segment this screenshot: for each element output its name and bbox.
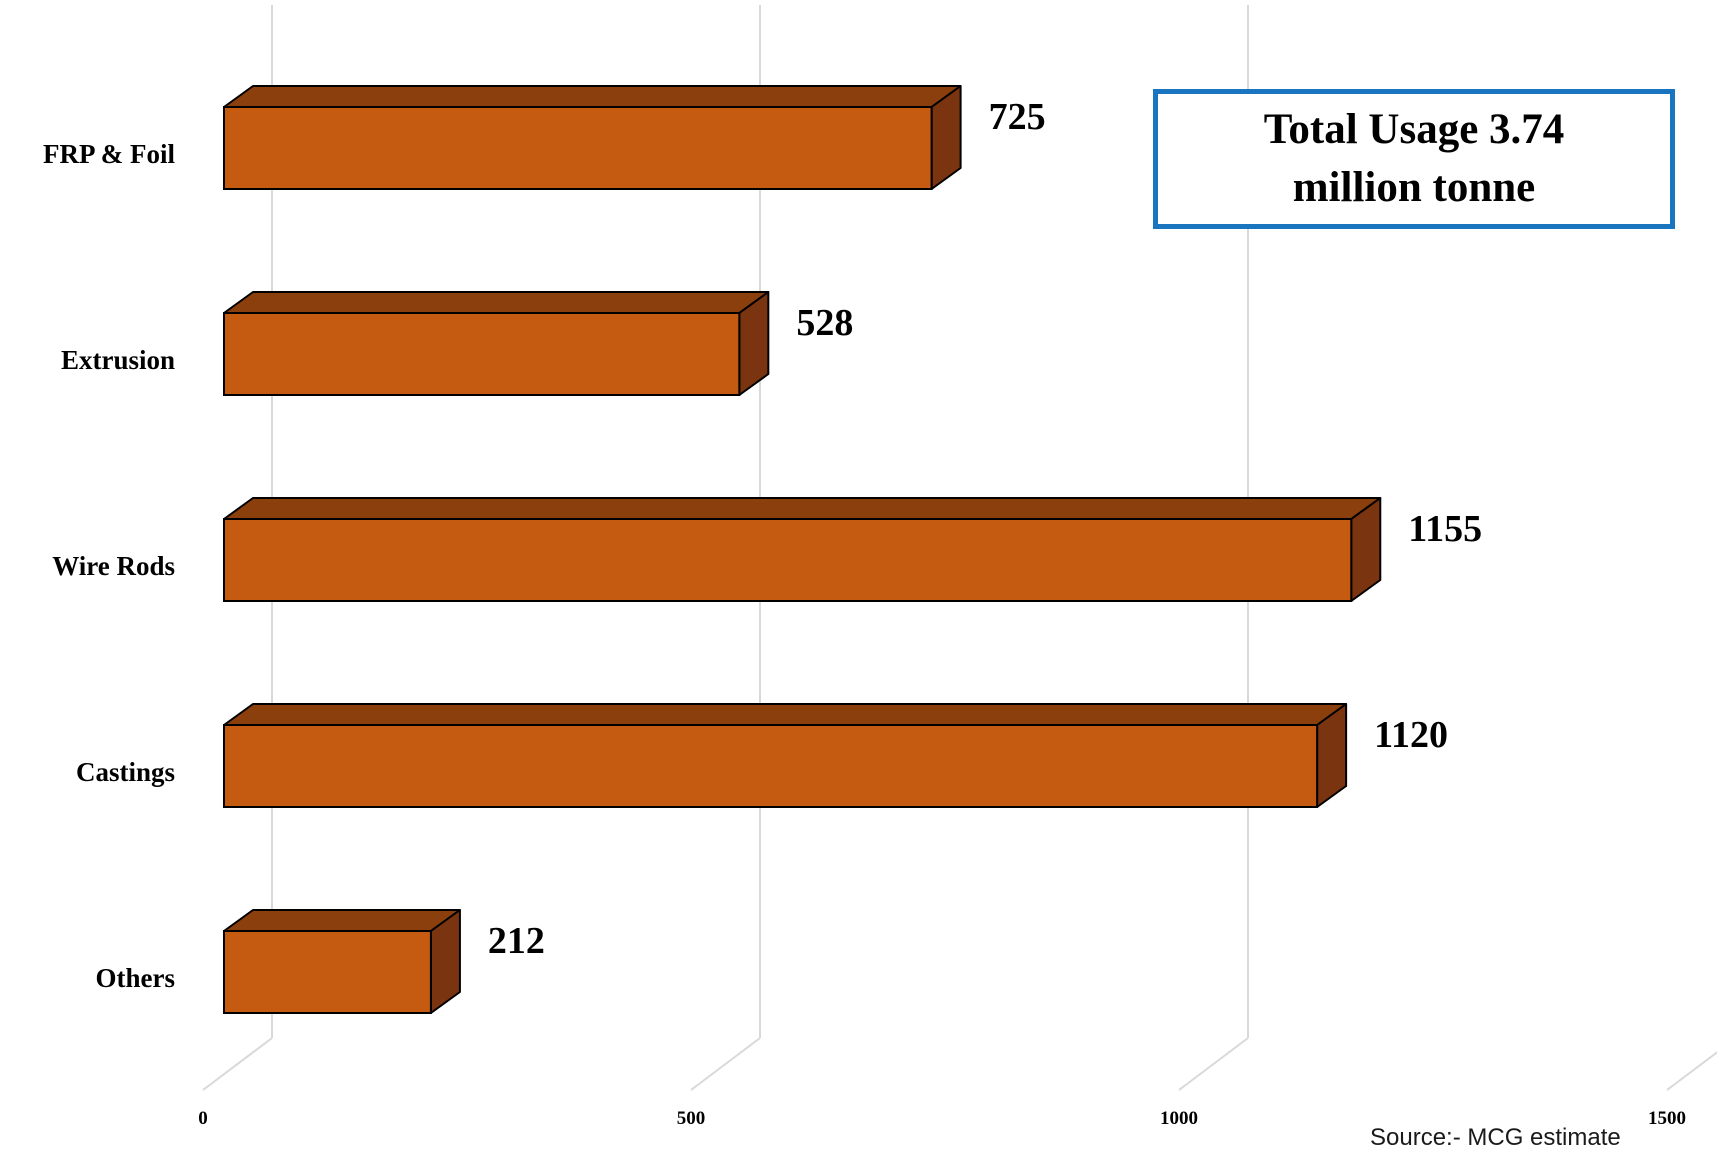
x-tick-label: 500 [677, 1108, 706, 1129]
data-label: 528 [796, 302, 853, 344]
category-label: Others [96, 963, 175, 993]
bar-top [223, 909, 461, 932]
x-tick-label: 1000 [1160, 1108, 1198, 1129]
floor-gridline [202, 1037, 273, 1091]
x-tick-label: 1500 [1648, 1108, 1686, 1129]
data-label: 1120 [1374, 714, 1448, 756]
label-layer: 0 500 1000 1500 FRP & Foil 725 Extrusion 528 Wir… [43, 96, 1686, 1129]
category-label: FRP & Foil [43, 139, 175, 169]
total-usage-text: Total Usage 3.74 million tonne [1263, 106, 1565, 211]
bar-layer [223, 85, 1382, 1014]
category-label: Wire Rods [52, 551, 175, 581]
bar-top [223, 85, 962, 108]
floor-gridline [690, 1037, 761, 1091]
category-label: Extrusion [61, 345, 175, 375]
floor-gridline [1178, 1037, 1249, 1091]
bar-top [223, 497, 1382, 520]
bar [223, 518, 1353, 602]
data-label: 725 [989, 96, 1046, 138]
total-usage-callout: Total Usage 3.74 million tonne [1153, 89, 1675, 229]
bar-top [223, 291, 770, 314]
bar-top [223, 703, 1348, 726]
bar [223, 930, 432, 1014]
x-tick-label: 0 [198, 1108, 208, 1129]
source-note: Source:- MCG estimate [1370, 1124, 1621, 1151]
category-label: Castings [76, 757, 175, 787]
data-label: 212 [488, 920, 545, 962]
floor-gridline [1666, 1051, 1717, 1091]
bar [223, 106, 933, 190]
data-label: 1155 [1408, 508, 1482, 550]
bar [223, 724, 1319, 808]
bar [223, 312, 741, 396]
